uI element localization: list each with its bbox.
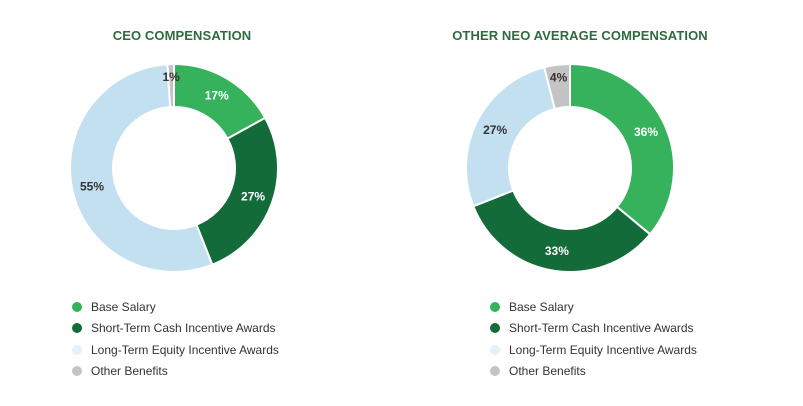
slice-label-base-salary: 17% [205, 89, 229, 103]
slice-other-benefits [542, 62, 571, 111]
slice-label-other-benefits: 1% [162, 70, 180, 84]
legend-item-short-term-cash: Short-Term Cash Incentive Awards [490, 318, 697, 340]
neo-donut-chart: 36% 33% 27% 4% [465, 62, 675, 273]
legend-label: Short-Term Cash Incentive Awards [91, 321, 276, 336]
ceo-donut-chart: 17% 27% 55% 1% [69, 62, 279, 273]
legend-swatch-base-salary [72, 301, 82, 312]
slice-short-term-cash-incentive-awards [472, 189, 652, 273]
legend-item-base-salary: Base Salary [72, 296, 279, 318]
slice-base-salary [569, 62, 675, 236]
ceo-legend: Base Salary Short-Term Cash Incentive Aw… [72, 296, 279, 382]
slice-label-short-term-cash-incentive-awards: 27% [241, 189, 265, 203]
legend-swatch-other-benefits [490, 366, 500, 377]
legend-item-base-salary: Base Salary [490, 296, 697, 318]
slice-label-long-term-equity-incentive-awards: 27% [483, 123, 507, 137]
legend-label: Base Salary [91, 299, 156, 314]
legend-label: Long-Term Equity Incentive Awards [509, 342, 697, 357]
legend-item-long-term-equity: Long-Term Equity Incentive Awards [72, 339, 279, 361]
legend-swatch-long-term-equity [72, 344, 82, 355]
neo-legend: Base Salary Short-Term Cash Incentive Aw… [490, 296, 697, 382]
slice-long-term-equity-incentive-awards [69, 63, 214, 273]
legend-label: Other Benefits [91, 364, 168, 379]
legend-swatch-base-salary [490, 301, 500, 312]
legend-label: Other Benefits [509, 364, 586, 379]
slice-short-term-cash-incentive-awards [195, 116, 279, 266]
legend-label: Short-Term Cash Incentive Awards [509, 321, 694, 336]
legend-label: Long-Term Equity Incentive Awards [91, 342, 279, 357]
legend-item-other-benefits: Other Benefits [490, 361, 697, 383]
slice-label-base-salary: 36% [634, 125, 658, 139]
legend-swatch-short-term-cash [72, 323, 82, 334]
slice-label-long-term-equity-incentive-awards: 55% [80, 179, 104, 193]
slice-long-term-equity-incentive-awards [465, 66, 557, 208]
slice-label-other-benefits: 4% [550, 71, 568, 85]
legend-item-long-term-equity: Long-Term Equity Incentive Awards [490, 339, 697, 361]
slice-label-short-term-cash-incentive-awards: 33% [545, 244, 569, 258]
ceo-chart-title: CEO COMPENSATION [112, 28, 252, 43]
legend-label: Base Salary [509, 299, 574, 314]
legend-swatch-long-term-equity [490, 344, 500, 355]
legend-swatch-other-benefits [72, 366, 82, 377]
legend-item-other-benefits: Other Benefits [72, 361, 279, 383]
legend-swatch-short-term-cash [490, 323, 500, 334]
slice-other-benefits [166, 62, 175, 109]
legend-item-short-term-cash: Short-Term Cash Incentive Awards [72, 318, 279, 340]
neo-chart-title: OTHER NEO AVERAGE COMPENSATION [452, 28, 708, 43]
